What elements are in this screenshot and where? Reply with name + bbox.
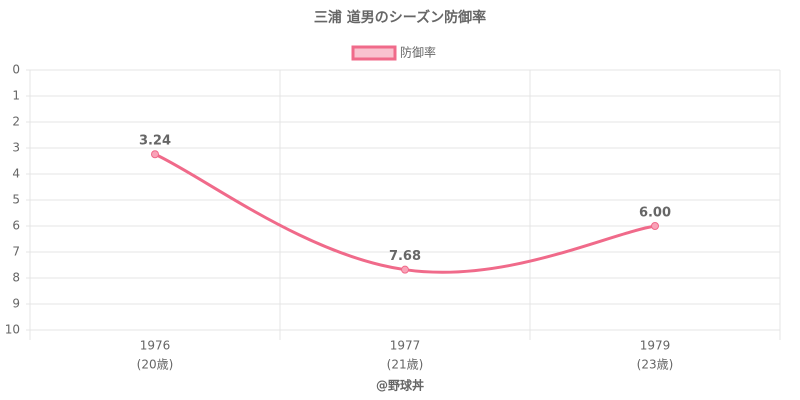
y-tick-label: 4	[12, 167, 20, 181]
point	[651, 222, 659, 230]
x-tick-sublabel: (20歳)	[137, 358, 174, 372]
y-tick-label: 6	[12, 219, 20, 233]
y-tick-label: 3	[12, 141, 20, 155]
y-tick-label: 1	[12, 89, 20, 103]
data-label: 6.00	[639, 206, 671, 221]
chart-title: 三浦 道男のシーズン防御率	[314, 9, 486, 26]
y-tick-label: 10	[5, 323, 20, 337]
data-label: 7.68	[389, 249, 421, 264]
legend-swatch	[351, 45, 397, 61]
point	[401, 265, 409, 274]
y-tick-label: 5	[12, 193, 20, 207]
x-tick-label: 1976	[140, 339, 171, 353]
y-tick-label: 8	[12, 271, 20, 285]
point	[151, 150, 159, 159]
x-tick-label: 1977	[390, 339, 421, 353]
x-tick-label: 1979	[640, 339, 671, 353]
y-tick-label: 7	[12, 245, 20, 259]
x-tick-sublabel: (21歳)	[387, 358, 424, 372]
data-label: 3.24	[139, 134, 171, 149]
y-tick-label: 0	[12, 63, 20, 77]
credit: @野球丼	[376, 378, 424, 393]
x-tick-sublabel: (23歳)	[637, 358, 674, 372]
legend-label: 防御率	[400, 45, 436, 60]
y-tick-label: 2	[12, 115, 20, 129]
y-tick-label: 9	[12, 297, 20, 311]
